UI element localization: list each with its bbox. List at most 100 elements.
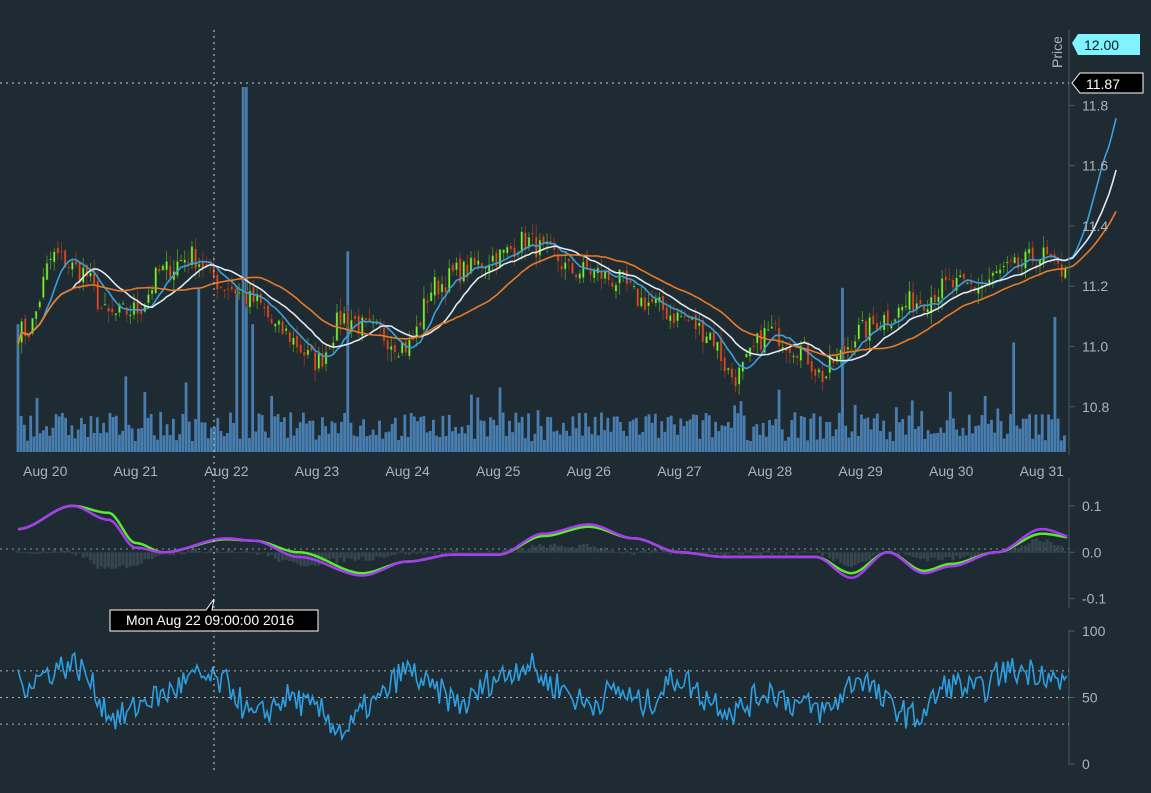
candle-body bbox=[951, 279, 955, 289]
candle-body bbox=[781, 346, 785, 350]
candle-body bbox=[556, 254, 560, 262]
time-tick-label: Aug 25 bbox=[476, 463, 521, 479]
candle-body bbox=[774, 322, 777, 325]
volume-bar bbox=[958, 435, 962, 452]
macd-histogram-bar bbox=[527, 548, 531, 553]
volume-bar bbox=[355, 436, 359, 452]
macd-histogram-bar bbox=[875, 552, 879, 554]
macd-histogram-bar bbox=[266, 552, 270, 557]
volume-bar bbox=[622, 430, 626, 452]
macd-histogram-bar bbox=[763, 551, 767, 553]
candle-body bbox=[716, 341, 719, 352]
volume-bar bbox=[1044, 440, 1047, 452]
volume-bar bbox=[428, 430, 432, 452]
candle-body bbox=[527, 236, 531, 248]
macd-histogram-bar bbox=[20, 552, 24, 554]
macd-histogram-bar bbox=[965, 552, 969, 556]
volume-bar bbox=[783, 440, 787, 452]
macd-histogram-bar bbox=[639, 550, 643, 553]
volume-bar bbox=[267, 437, 270, 452]
volume-bar bbox=[615, 416, 619, 452]
volume-bar bbox=[29, 415, 33, 452]
macd-histogram-bar bbox=[628, 552, 632, 554]
candle-body bbox=[505, 246, 509, 254]
macd-histogram-bar bbox=[136, 552, 140, 566]
candle-body bbox=[600, 270, 603, 280]
macd-histogram-bar bbox=[918, 552, 922, 559]
macd-histogram-bar bbox=[795, 552, 799, 555]
time-axis-ticks: Aug 20 Aug 21 Aug 22 Aug 23 Aug 24 Aug 25 Aug … bbox=[23, 463, 1064, 479]
macd-histogram-bar bbox=[328, 552, 332, 560]
candle-body bbox=[121, 302, 125, 305]
macd-histogram-bar bbox=[657, 552, 661, 553]
volume-bars bbox=[16, 87, 1066, 452]
volume-bar bbox=[587, 426, 591, 452]
macd-histogram-bar bbox=[487, 550, 491, 553]
volume-bar bbox=[568, 435, 572, 452]
macd-histogram-bar bbox=[1020, 545, 1024, 553]
volume-bar bbox=[736, 413, 740, 452]
volume-bar bbox=[48, 435, 52, 452]
volume-bar bbox=[1056, 418, 1060, 452]
volume-bar bbox=[393, 417, 397, 452]
candle-body bbox=[433, 276, 437, 296]
macd-histogram-bar bbox=[741, 552, 745, 555]
macd-histogram-bar bbox=[146, 552, 150, 560]
volume-bar bbox=[422, 416, 426, 452]
volume-bar bbox=[374, 434, 378, 452]
candle-body bbox=[1027, 248, 1031, 254]
macd-histogram-bar bbox=[346, 552, 350, 558]
candle-body bbox=[694, 314, 698, 330]
candle-body bbox=[197, 263, 201, 268]
volume-bar bbox=[387, 431, 391, 452]
macd-histogram-bar bbox=[277, 552, 281, 562]
candle-body bbox=[897, 307, 901, 319]
macd-histogram-bar bbox=[447, 551, 451, 553]
volume-bar bbox=[124, 376, 128, 452]
volume-bar bbox=[730, 427, 733, 452]
macd-histogram-bar bbox=[491, 551, 495, 553]
macd-histogram-bar bbox=[850, 552, 854, 568]
volume-bar bbox=[603, 430, 607, 452]
macd-histogram-bar bbox=[63, 551, 67, 553]
candle-body bbox=[382, 327, 386, 342]
macd-histogram-bar bbox=[545, 549, 549, 553]
volume-bar bbox=[184, 382, 188, 452]
macd-histogram-bar bbox=[976, 552, 980, 556]
candle-body bbox=[817, 368, 821, 373]
volume-bar bbox=[967, 414, 971, 452]
volume-bar bbox=[485, 436, 489, 452]
macd-histogram-bar bbox=[958, 552, 962, 559]
candle-body bbox=[712, 331, 716, 347]
candle-body bbox=[186, 261, 190, 264]
volume-bar bbox=[828, 421, 832, 452]
volume-bar bbox=[983, 395, 987, 452]
volume-bar bbox=[799, 416, 803, 452]
rsi-axis-ticks: 100 50 0 bbox=[1069, 623, 1106, 772]
candle-body bbox=[147, 294, 150, 304]
volume-bar bbox=[248, 438, 251, 452]
volume-bar bbox=[923, 438, 927, 452]
candle-body bbox=[49, 258, 53, 261]
macd-histogram-bar bbox=[440, 552, 444, 556]
macd-histogram-bar bbox=[962, 552, 966, 558]
macd-histogram-bar bbox=[259, 552, 263, 554]
macd-histogram-bar bbox=[237, 552, 241, 553]
macd-histogram-bar bbox=[70, 552, 74, 554]
candle-body bbox=[132, 301, 136, 316]
volume-bar bbox=[416, 421, 419, 452]
volume-bar bbox=[403, 414, 407, 452]
macd-histogram-bar bbox=[846, 552, 850, 567]
volume-bar bbox=[520, 416, 524, 452]
volume-bar bbox=[663, 431, 667, 452]
macd-histogram-bar bbox=[556, 545, 560, 553]
candle-body bbox=[339, 310, 342, 326]
candle-body bbox=[871, 315, 875, 325]
candle-body bbox=[1013, 256, 1016, 264]
candle-body bbox=[223, 289, 226, 292]
volume-bar bbox=[57, 416, 61, 452]
candle-body bbox=[911, 291, 915, 313]
volume-bar bbox=[175, 440, 178, 452]
macd-histogram-bar bbox=[433, 552, 437, 555]
